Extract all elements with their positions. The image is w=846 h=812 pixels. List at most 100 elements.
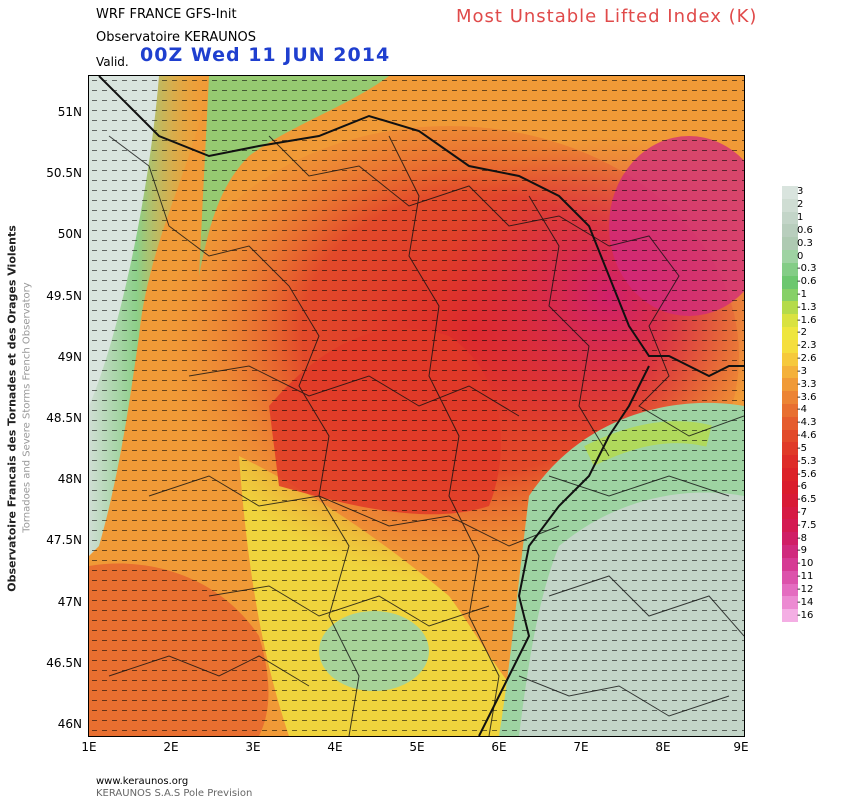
scale-label: -10 bbox=[797, 558, 814, 570]
scale-label: -3 bbox=[797, 365, 807, 377]
scale-swatch bbox=[782, 570, 798, 585]
lon-label: 4E bbox=[327, 740, 343, 754]
scale-swatch bbox=[782, 262, 798, 277]
scale-swatch bbox=[782, 275, 798, 290]
lat-label: 46.5N bbox=[46, 656, 82, 670]
scale-label: -5 bbox=[797, 442, 807, 454]
lifted-index-map bbox=[88, 75, 745, 737]
scale-swatch bbox=[782, 365, 798, 379]
scale-label: -4.3 bbox=[797, 417, 817, 429]
scale-label: -0.3 bbox=[797, 263, 817, 275]
scale-label: -11 bbox=[797, 571, 814, 583]
valid-label: Valid. bbox=[96, 55, 129, 69]
scale-label: -9 bbox=[797, 545, 807, 557]
scale-label: -4.6 bbox=[797, 430, 817, 442]
lat-label: 49.5N bbox=[46, 289, 82, 303]
scale-swatch bbox=[782, 416, 798, 431]
lon-label: 2E bbox=[163, 740, 179, 754]
lon-label: 3E bbox=[245, 740, 261, 754]
lon-label: 6E bbox=[491, 740, 507, 754]
lat-label: 49N bbox=[57, 350, 82, 364]
scale-label: -1.3 bbox=[797, 301, 817, 313]
scale-swatch bbox=[782, 186, 798, 200]
scale-label: 0.3 bbox=[797, 237, 813, 249]
scale-swatch bbox=[782, 545, 798, 559]
scale-swatch bbox=[782, 506, 798, 520]
scale-swatch bbox=[782, 480, 798, 495]
lat-label: 50N bbox=[57, 227, 82, 241]
scale-label: -2 bbox=[797, 327, 807, 339]
lat-label: 47.5N bbox=[46, 533, 82, 547]
lat-label: 50.5N bbox=[46, 166, 82, 180]
scale-swatch bbox=[782, 314, 798, 328]
lat-label: 46N bbox=[57, 717, 82, 731]
scale-label: 3 bbox=[797, 186, 804, 198]
lon-label: 8E bbox=[655, 740, 671, 754]
scale-label: -2.3 bbox=[797, 340, 817, 352]
scale-label: -16 bbox=[797, 609, 814, 621]
model-label: WRF FRANCE GFS-Init bbox=[96, 7, 237, 22]
scale-swatch bbox=[782, 557, 798, 572]
company-label: KERAUNOS S.A.S Pole Prevision bbox=[96, 788, 253, 799]
lon-label: 1E bbox=[81, 740, 97, 754]
side-title-en: Tornadoes and Severe Storms French Obser… bbox=[21, 282, 33, 533]
scale-swatch bbox=[782, 493, 798, 508]
map-canvas bbox=[89, 76, 744, 736]
country-borders bbox=[98, 76, 744, 736]
value-grid bbox=[89, 76, 744, 736]
scale-label: 1 bbox=[797, 212, 804, 224]
scale-label: -5.3 bbox=[797, 455, 817, 467]
scale-label: -6 bbox=[797, 481, 807, 493]
scale-label: -12 bbox=[797, 583, 814, 595]
scale-swatch bbox=[782, 429, 798, 443]
scale-swatch bbox=[782, 301, 798, 315]
scale-label: -8 bbox=[797, 532, 807, 544]
scale-swatch bbox=[782, 237, 798, 251]
scale-swatch bbox=[782, 468, 798, 482]
lon-label: 5E bbox=[409, 740, 425, 754]
scale-swatch bbox=[782, 211, 798, 225]
scale-label: -14 bbox=[797, 596, 814, 608]
product-title: Most Unstable Lifted Index (K) bbox=[456, 6, 758, 27]
scale-swatch bbox=[782, 378, 798, 392]
scale-swatch bbox=[782, 198, 798, 213]
scale-swatch bbox=[782, 352, 798, 367]
color-scale-bar bbox=[782, 186, 798, 623]
scale-swatch bbox=[782, 442, 798, 456]
website-label: www.keraunos.org bbox=[96, 776, 189, 787]
scale-label: 2 bbox=[797, 199, 804, 211]
scale-swatch bbox=[782, 404, 798, 418]
side-title-fr: Observatoire Francais des Tornades et de… bbox=[5, 225, 19, 592]
scale-swatch bbox=[782, 250, 798, 264]
scale-label: -7.5 bbox=[797, 519, 817, 531]
scale-label: -4 bbox=[797, 404, 807, 416]
scale-label: 0 bbox=[797, 250, 804, 262]
lat-label: 48.5N bbox=[46, 411, 82, 425]
scale-label: -1.6 bbox=[797, 314, 817, 326]
scale-swatch bbox=[782, 583, 798, 597]
scale-swatch bbox=[782, 339, 798, 354]
scale-label: -3.3 bbox=[797, 378, 817, 390]
scale-label: 0.6 bbox=[797, 224, 813, 236]
scale-label: -0.6 bbox=[797, 276, 817, 288]
scale-label: -1 bbox=[797, 289, 807, 300]
scale-swatch bbox=[782, 224, 798, 238]
lat-label: 51N bbox=[57, 105, 82, 119]
scale-swatch bbox=[782, 596, 798, 610]
scale-label: -3.6 bbox=[797, 391, 817, 403]
scale-swatch bbox=[782, 391, 798, 405]
lon-label: 7E bbox=[573, 740, 589, 754]
scale-label: -5.6 bbox=[797, 468, 817, 480]
lat-label: 47N bbox=[57, 595, 82, 609]
scale-label: -2.6 bbox=[797, 353, 817, 365]
lat-label: 48N bbox=[57, 472, 82, 486]
scale-swatch bbox=[782, 455, 798, 469]
scale-swatch bbox=[782, 519, 798, 533]
scale-label: -6.5 bbox=[797, 494, 817, 506]
scale-swatch bbox=[782, 609, 798, 623]
scale-swatch bbox=[782, 327, 798, 341]
scale-swatch bbox=[782, 532, 798, 546]
observatory-label: Observatoire KERAUNOS bbox=[96, 30, 256, 45]
valid-time: 00Z Wed 11 JUN 2014 bbox=[140, 44, 391, 66]
boundaries bbox=[108, 135, 744, 736]
